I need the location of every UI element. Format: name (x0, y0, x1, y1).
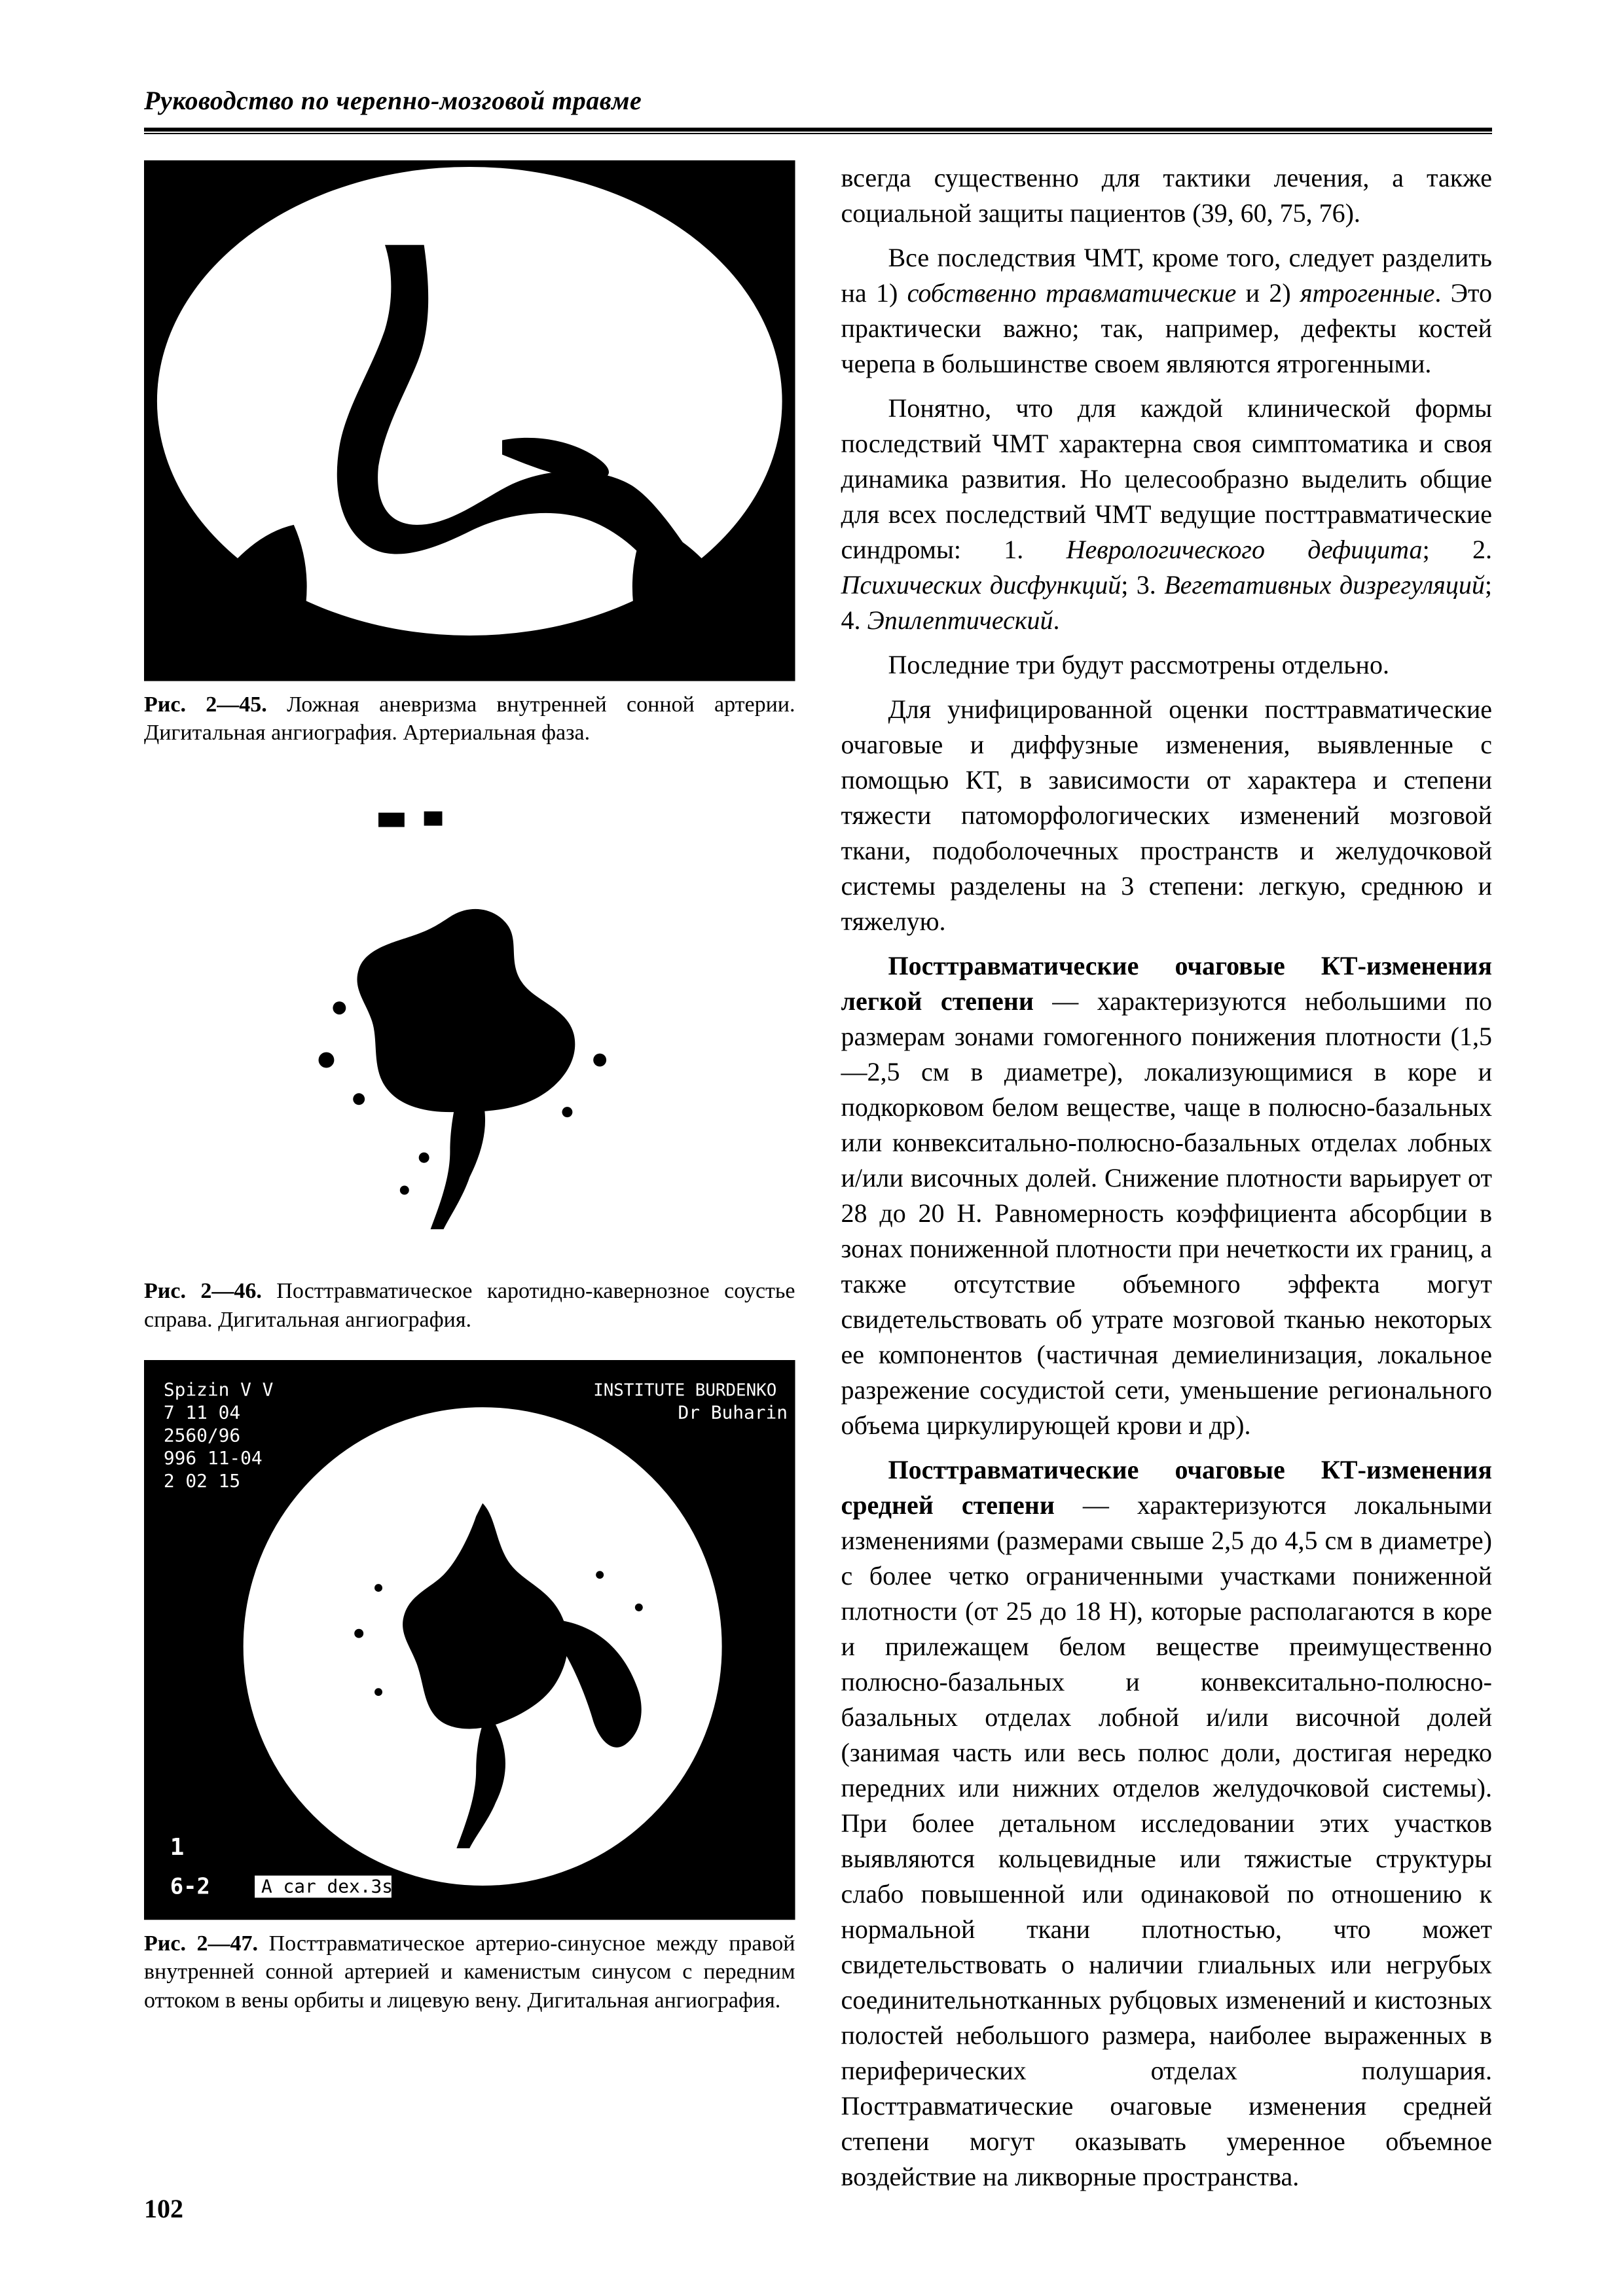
paragraph: Посттравматические очаговые КТ-изменения… (841, 1452, 1493, 2195)
text-run: — характеризуются небольшими по размерам… (841, 986, 1493, 1440)
text-run-italic: Психических дисфункций (841, 570, 1122, 600)
paragraph: Понятно, что для каждой клинической форм… (841, 391, 1493, 638)
figure-caption: Рис. 2—47. Посттравматическое артерио-си… (144, 1929, 795, 2015)
text-run-italic: Неврологического дефицита (1067, 535, 1423, 564)
angiography-image: Spizin V V 7 11 04 2560/96 996 11-04 2 0… (144, 1360, 795, 1920)
paragraph: Посттравматические очаговые КТ-изменения… (841, 948, 1493, 1443)
text-run: ; 2. (1423, 535, 1492, 564)
figure-label: Рис. 2—47. (144, 1931, 258, 1956)
svg-text:996 11-04: 996 11-04 (164, 1448, 263, 1469)
angiography-image (144, 160, 795, 681)
figure-2-45: Рис. 2—45. Ложная аневризма внутренней с… (144, 160, 795, 747)
figure-label: Рис. 2—46. (144, 1279, 262, 1303)
text-run-italic: ятрогенные (1300, 278, 1434, 308)
text-run: ; 3. (1121, 570, 1164, 600)
page: Руководство по черепно-мозговой травме (0, 0, 1623, 2296)
svg-text:INSTITUTE BURDENKO: INSTITUTE BURDENKO (593, 1381, 776, 1401)
page-number: 102 (144, 2193, 183, 2224)
svg-text:Spizin V V: Spizin V V (164, 1379, 274, 1401)
figure-caption: Рис. 2—46. Посттравматическое каротидно-… (144, 1277, 795, 1334)
header-rule-thick (144, 128, 1492, 132)
text-run: . (1053, 605, 1060, 635)
svg-text:Dr Buharin: Dr Buharin (678, 1402, 788, 1424)
content-columns: Рис. 2—45. Ложная аневризма внутренней с… (144, 160, 1492, 2204)
svg-text:2 02 15: 2 02 15 (164, 1470, 240, 1492)
text-run: — характеризуются локальными изменениями… (841, 1490, 1493, 2191)
figure-caption: Рис. 2—45. Ложная аневризма внутренней с… (144, 691, 795, 747)
paragraph: Для унифицированной оценки посттравматич… (841, 692, 1493, 939)
svg-text:A car dex.3s: A car dex.3s (261, 1876, 393, 1897)
figure-2-47: Spizin V V 7 11 04 2560/96 996 11-04 2 0… (144, 1360, 795, 2015)
text-run-italic: Эпилептический (867, 605, 1053, 635)
right-column: всегда существенно для тактики лечения, … (841, 160, 1493, 2204)
paragraph: Все последствия ЧМТ, кроме того, следует… (841, 240, 1493, 382)
svg-text:1: 1 (170, 1834, 185, 1861)
svg-text:2560/96: 2560/96 (164, 1425, 240, 1446)
angiography-image (144, 774, 795, 1268)
text-run-italic: собственно травматические (907, 278, 1237, 308)
svg-text:7 11 04: 7 11 04 (164, 1402, 240, 1424)
text-run: и 2) (1236, 278, 1300, 308)
text-run-italic: Вегетативных дизрегуляций (1164, 570, 1485, 600)
header-rule-thin (144, 133, 1492, 134)
left-column: Рис. 2—45. Ложная аневризма внутренней с… (144, 160, 795, 2204)
figure-2-46: Рис. 2—46. Посттравматическое каротидно-… (144, 774, 795, 1335)
running-head: Руководство по черепно-мозговой травме (144, 85, 1492, 124)
paragraph: всегда существенно для тактики лечения, … (841, 160, 1493, 231)
paragraph: Последние три будут рассмотрены отдельно… (841, 647, 1493, 683)
figure-label: Рис. 2—45. (144, 692, 267, 717)
svg-text:6-2: 6-2 (170, 1874, 210, 1899)
